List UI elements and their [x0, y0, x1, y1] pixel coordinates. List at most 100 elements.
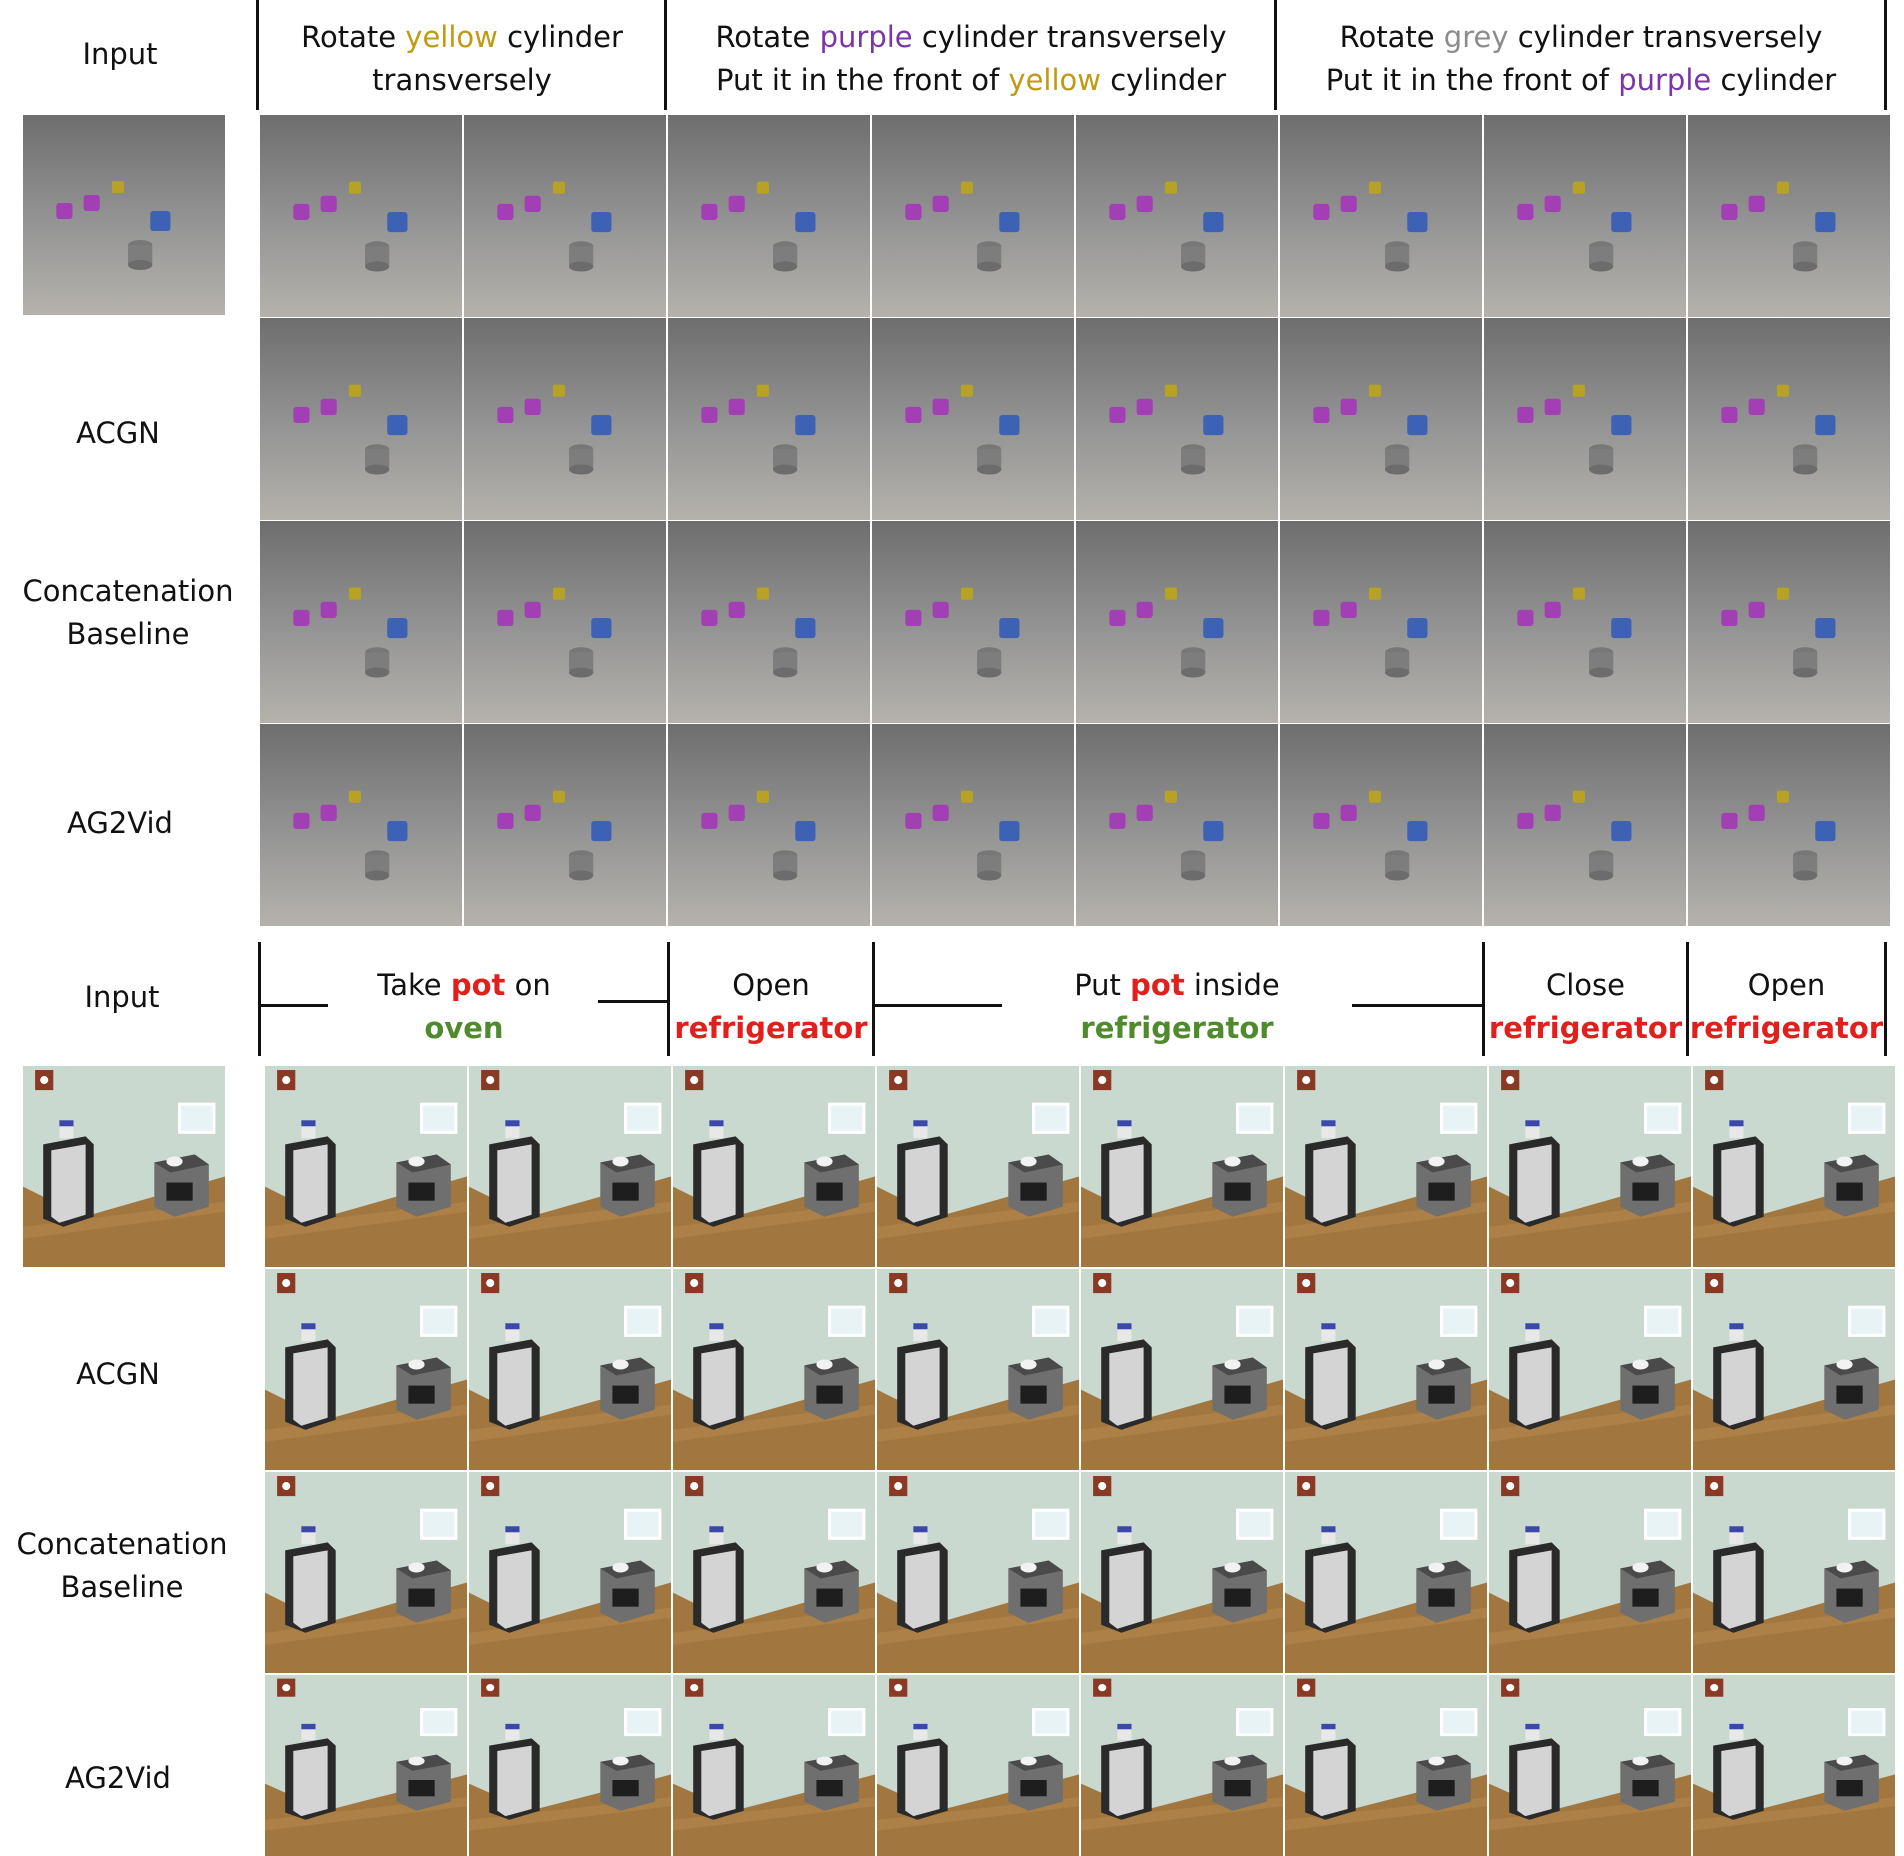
- kitchen-video-frame: [877, 1066, 1079, 1267]
- header-segment: cylinder transversely: [912, 20, 1227, 54]
- header-segment: yellow: [1008, 63, 1102, 97]
- clevr-video-frame: [1688, 318, 1890, 520]
- header-segment: cylinder: [497, 20, 623, 54]
- header-segment: transversely: [372, 63, 552, 97]
- header-segment: pot: [1130, 968, 1185, 1002]
- kitchen-video-frame: [469, 1066, 671, 1267]
- clevr-video-frame: [1688, 724, 1890, 926]
- kitchen-video-frame: [469, 1269, 671, 1470]
- header-segment: cylinder: [1101, 63, 1227, 97]
- header-segment: purple: [1618, 63, 1712, 97]
- kitchen-header-divider: [872, 942, 875, 1056]
- kitchen-video-frame: [1285, 1675, 1487, 1856]
- kitchen-header-close-fridge: Close refrigerator: [1485, 964, 1686, 1050]
- clevr-video-frame: [1280, 318, 1482, 520]
- clevr-header-1: Rotate yellow cylinder transversely: [260, 16, 664, 102]
- kitchen-video-frame: [1489, 1066, 1691, 1267]
- clevr-header-2: Rotate purple cylinder transversely Put i…: [668, 16, 1274, 102]
- kitchen-video-frame: [265, 1472, 467, 1673]
- clevr-video-frame: [1688, 115, 1890, 317]
- header-segment: Rotate: [301, 20, 406, 54]
- clevr-video-frame: [260, 724, 462, 926]
- header-segment: refrigerator: [1488, 1011, 1683, 1045]
- header-segment: Put it in the front of: [1325, 63, 1619, 97]
- clevr-video-frame: [668, 318, 870, 520]
- header-line: Put it in the front of yellow cylinder: [668, 59, 1274, 102]
- kitchen-video-frame: [1489, 1675, 1691, 1856]
- header-line: Open: [1689, 964, 1884, 1007]
- kitchen-bracket-line: [598, 1000, 667, 1003]
- clevr-video-frame: [1484, 521, 1686, 723]
- header-segment: Put: [1074, 968, 1131, 1002]
- header-line: Take pot on: [330, 964, 598, 1007]
- clevr-video-frame: [464, 724, 666, 926]
- header-segment: refrigerator: [674, 1011, 868, 1045]
- kitchen-row-label-input: Input: [84, 980, 160, 1014]
- header-segment: Open: [1747, 968, 1826, 1002]
- header-segment: Rotate: [715, 20, 820, 54]
- clevr-video-frame: [668, 724, 870, 926]
- kitchen-video-frame: [265, 1066, 467, 1267]
- clevr-video-frame: [464, 318, 666, 520]
- kitchen-video-frame: [877, 1269, 1079, 1470]
- header-line: Rotate yellow cylinder: [260, 16, 664, 59]
- kitchen-header-open-fridge-1: Open refrigerator: [670, 964, 872, 1050]
- clevr-row-label-ag2vid: AG2Vid: [67, 806, 173, 840]
- kitchen-input-frame: [23, 1066, 225, 1267]
- clevr-header-divider: [1884, 0, 1887, 110]
- kitchen-video-frame: [1489, 1472, 1691, 1673]
- header-segment: inside: [1184, 968, 1280, 1002]
- kitchen-header-divider: [258, 942, 261, 1056]
- kitchen-video-frame: [1285, 1269, 1487, 1470]
- kitchen-video-frame: [877, 1675, 1079, 1856]
- header-segment: Take: [377, 968, 451, 1002]
- kitchen-video-frame: [1081, 1472, 1283, 1673]
- header-segment: Rotate: [1339, 20, 1444, 54]
- header-line: Put pot inside: [1004, 964, 1350, 1007]
- clevr-video-frame: [872, 318, 1074, 520]
- clevr-video-frame: [464, 115, 666, 317]
- kitchen-row-label-acgn: ACGN: [76, 1357, 160, 1391]
- clevr-video-frame: [1484, 115, 1686, 317]
- clevr-video-frame: [1688, 521, 1890, 723]
- clevr-video-frame: [872, 115, 1074, 317]
- header-segment: on: [505, 968, 551, 1002]
- clevr-header-divider: [256, 0, 259, 110]
- header-segment: Put it in the front of: [715, 63, 1009, 97]
- header-segment: Open: [732, 968, 810, 1002]
- kitchen-video-frame: [469, 1675, 671, 1856]
- clevr-header-divider: [664, 0, 667, 110]
- clevr-video-frame: [1076, 318, 1278, 520]
- kitchen-row-label-ag2vid: AG2Vid: [65, 1761, 171, 1795]
- header-line: refrigerator: [1485, 1007, 1686, 1050]
- kitchen-header-divider: [1482, 942, 1485, 1056]
- header-segment: grey: [1443, 20, 1509, 54]
- kitchen-header-put-pot: Put pot inside refrigerator: [1004, 964, 1350, 1050]
- kitchen-bracket-line: [875, 1004, 1002, 1007]
- header-segment: refrigerator: [1689, 1011, 1884, 1045]
- clevr-video-frame: [872, 521, 1074, 723]
- kitchen-video-frame: [265, 1675, 467, 1856]
- clevr-video-frame: [260, 521, 462, 723]
- kitchen-video-frame: [1285, 1472, 1487, 1673]
- clevr-video-frame: [1280, 115, 1482, 317]
- header-segment: refrigerator: [1080, 1011, 1274, 1045]
- header-segment: yellow: [405, 20, 498, 54]
- kitchen-video-frame: [1081, 1269, 1283, 1470]
- clevr-video-frame: [464, 521, 666, 723]
- kitchen-video-frame: [673, 1066, 875, 1267]
- clevr-row-label-concat: Concatenation Baseline: [22, 574, 234, 651]
- kitchen-bracket-line: [1352, 1004, 1482, 1007]
- clevr-row-label-input: Input: [82, 37, 158, 71]
- clevr-video-frame: [1484, 318, 1686, 520]
- kitchen-video-frame: [1081, 1066, 1283, 1267]
- kitchen-header-divider: [1884, 942, 1887, 1056]
- kitchen-video-frame: [1693, 1066, 1895, 1267]
- clevr-video-frame: [872, 724, 1074, 926]
- header-line: transversely: [260, 59, 664, 102]
- clevr-video-frame: [1076, 115, 1278, 317]
- header-line: Close: [1485, 964, 1686, 1007]
- kitchen-header-divider: [1686, 942, 1689, 1056]
- clevr-video-frame: [260, 115, 462, 317]
- kitchen-video-frame: [1693, 1269, 1895, 1470]
